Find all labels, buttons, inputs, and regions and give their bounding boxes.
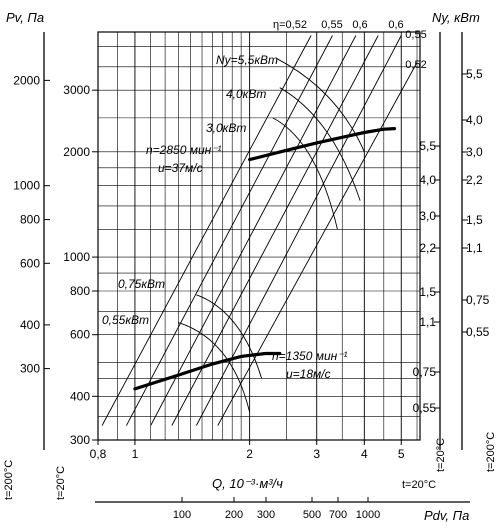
ny-inner-tick-label: 2,2: [419, 241, 436, 255]
ny-outer-tick-label: 0,55: [466, 325, 490, 339]
ny-inner-tick-label: 4,0: [419, 173, 436, 187]
pdv-tick-label: 200: [225, 509, 243, 521]
chart-texts: 0,8 1 2 3 4 5 300 400 600 800 1000 2000 3000 300 400 60…: [13, 19, 489, 521]
ny-outer-tick-label: 0,75: [466, 293, 490, 307]
ny-outer-tick-label: 3,0: [466, 145, 483, 159]
pv-inner-tick-label: 300: [70, 433, 90, 447]
ny-inner-tick-label: 1,1: [419, 315, 436, 329]
eta-label: 0,6: [388, 19, 403, 31]
performance-curve: [133, 351, 282, 391]
pdv-tick-label: 500: [303, 509, 321, 521]
power-arc: [279, 87, 361, 201]
eta-label: 0,52: [405, 59, 426, 71]
x-axis-label: Q, 10⁻³·м³/ч: [212, 476, 283, 491]
pv-inner-tick-label: 800: [70, 284, 90, 298]
pdv-axis-label: Pdv, Па: [424, 508, 469, 523]
x-tick-label: 2: [246, 447, 253, 461]
pv-outer-tick-label: 300: [20, 362, 40, 376]
ny-inner-tick-label: 0,55: [413, 401, 437, 415]
x-tick-label: 3: [313, 447, 320, 461]
power-label: Ny=5,5кВт: [216, 53, 278, 67]
ny-outer-tick-label: 1,1: [466, 241, 483, 255]
pv-outer-tick-label: 800: [20, 213, 40, 227]
pv-inner-tick-label: 1000: [63, 250, 90, 264]
eta-label: 0,55: [405, 29, 426, 41]
x-tick-label: 0,8: [90, 447, 107, 461]
eta-label: η=0,52: [273, 19, 307, 31]
ny-outer-tick-label: 4,0: [466, 113, 483, 127]
power-arc: [178, 322, 251, 413]
ny-inner-tick-label: 3,0: [419, 209, 436, 223]
temp-label-bottom: t=20°C: [402, 479, 436, 491]
pv-outer-tick-label: 400: [20, 318, 40, 332]
y-axis-label-left: Pv, Па: [6, 10, 44, 25]
power-arc: [196, 294, 263, 379]
power-label: 0,55кВт: [102, 313, 149, 327]
system-line: [217, 62, 418, 426]
series-label-2850: n=2850 мин⁻¹: [146, 143, 222, 157]
pv-inner-tick-label: 400: [70, 389, 90, 403]
pv-inner-tick-label: 3000: [63, 83, 90, 97]
ny-inner-tick-label: 1,5: [419, 285, 436, 299]
temp-label-inner-left: t=20°C: [55, 466, 67, 500]
pdv-tick-label: 300: [257, 509, 275, 521]
power-label: 0,75кВт: [118, 277, 165, 291]
temp-label-outer-right: t=200°C: [485, 432, 497, 472]
ny-outer-tick-label: 2,2: [466, 173, 483, 187]
ny-outer-tick-label: 5,5: [466, 67, 483, 81]
power-arc: [272, 117, 338, 230]
pdv-tick-label: 100: [173, 509, 191, 521]
power-label: 3,0кВт: [206, 121, 246, 135]
chart-axes: [43, 31, 470, 503]
ny-inner-tick-label: 0,75: [413, 365, 437, 379]
chart-curves: [133, 57, 397, 413]
series-speed-1350: u=18м/с: [286, 367, 331, 381]
eta-label: 0,6: [352, 19, 367, 31]
pv-inner-tick-label: 2000: [63, 145, 90, 159]
pdv-tick-label: 700: [329, 509, 347, 521]
plot-frame: [97, 31, 421, 441]
system-line: [171, 35, 379, 426]
system-line: [150, 35, 357, 426]
series-label-1350: n=1350 мин⁻¹: [272, 349, 348, 363]
y-axis-label-right: Ny, кВт: [432, 10, 480, 25]
ny-inner-tick-label: 5,5: [419, 139, 436, 153]
pv-outer-tick-label: 1000: [13, 179, 40, 193]
performance-curve: [248, 127, 397, 162]
eta-label: 0,55: [321, 19, 342, 31]
power-arc: [276, 57, 365, 152]
pv-outer-tick-label: 2000: [13, 73, 40, 87]
series-speed-2850: u=37м/с: [158, 161, 203, 175]
power-label: 4,0кВт: [226, 87, 266, 101]
x-tick-label: 1: [132, 447, 139, 461]
pdv-tick-label: 1000: [356, 509, 380, 521]
ny-outer-tick-label: 1,5: [466, 213, 483, 227]
temp-label-outer-left: t=200°C: [3, 460, 15, 500]
pv-inner-tick-label: 600: [70, 328, 90, 342]
pv-outer-tick-label: 600: [20, 256, 40, 270]
x-tick-label: 4: [361, 447, 368, 461]
x-tick-label: 5: [398, 447, 405, 461]
temp-label-inner-right: t=20°C: [435, 438, 447, 472]
system-line: [101, 35, 312, 426]
